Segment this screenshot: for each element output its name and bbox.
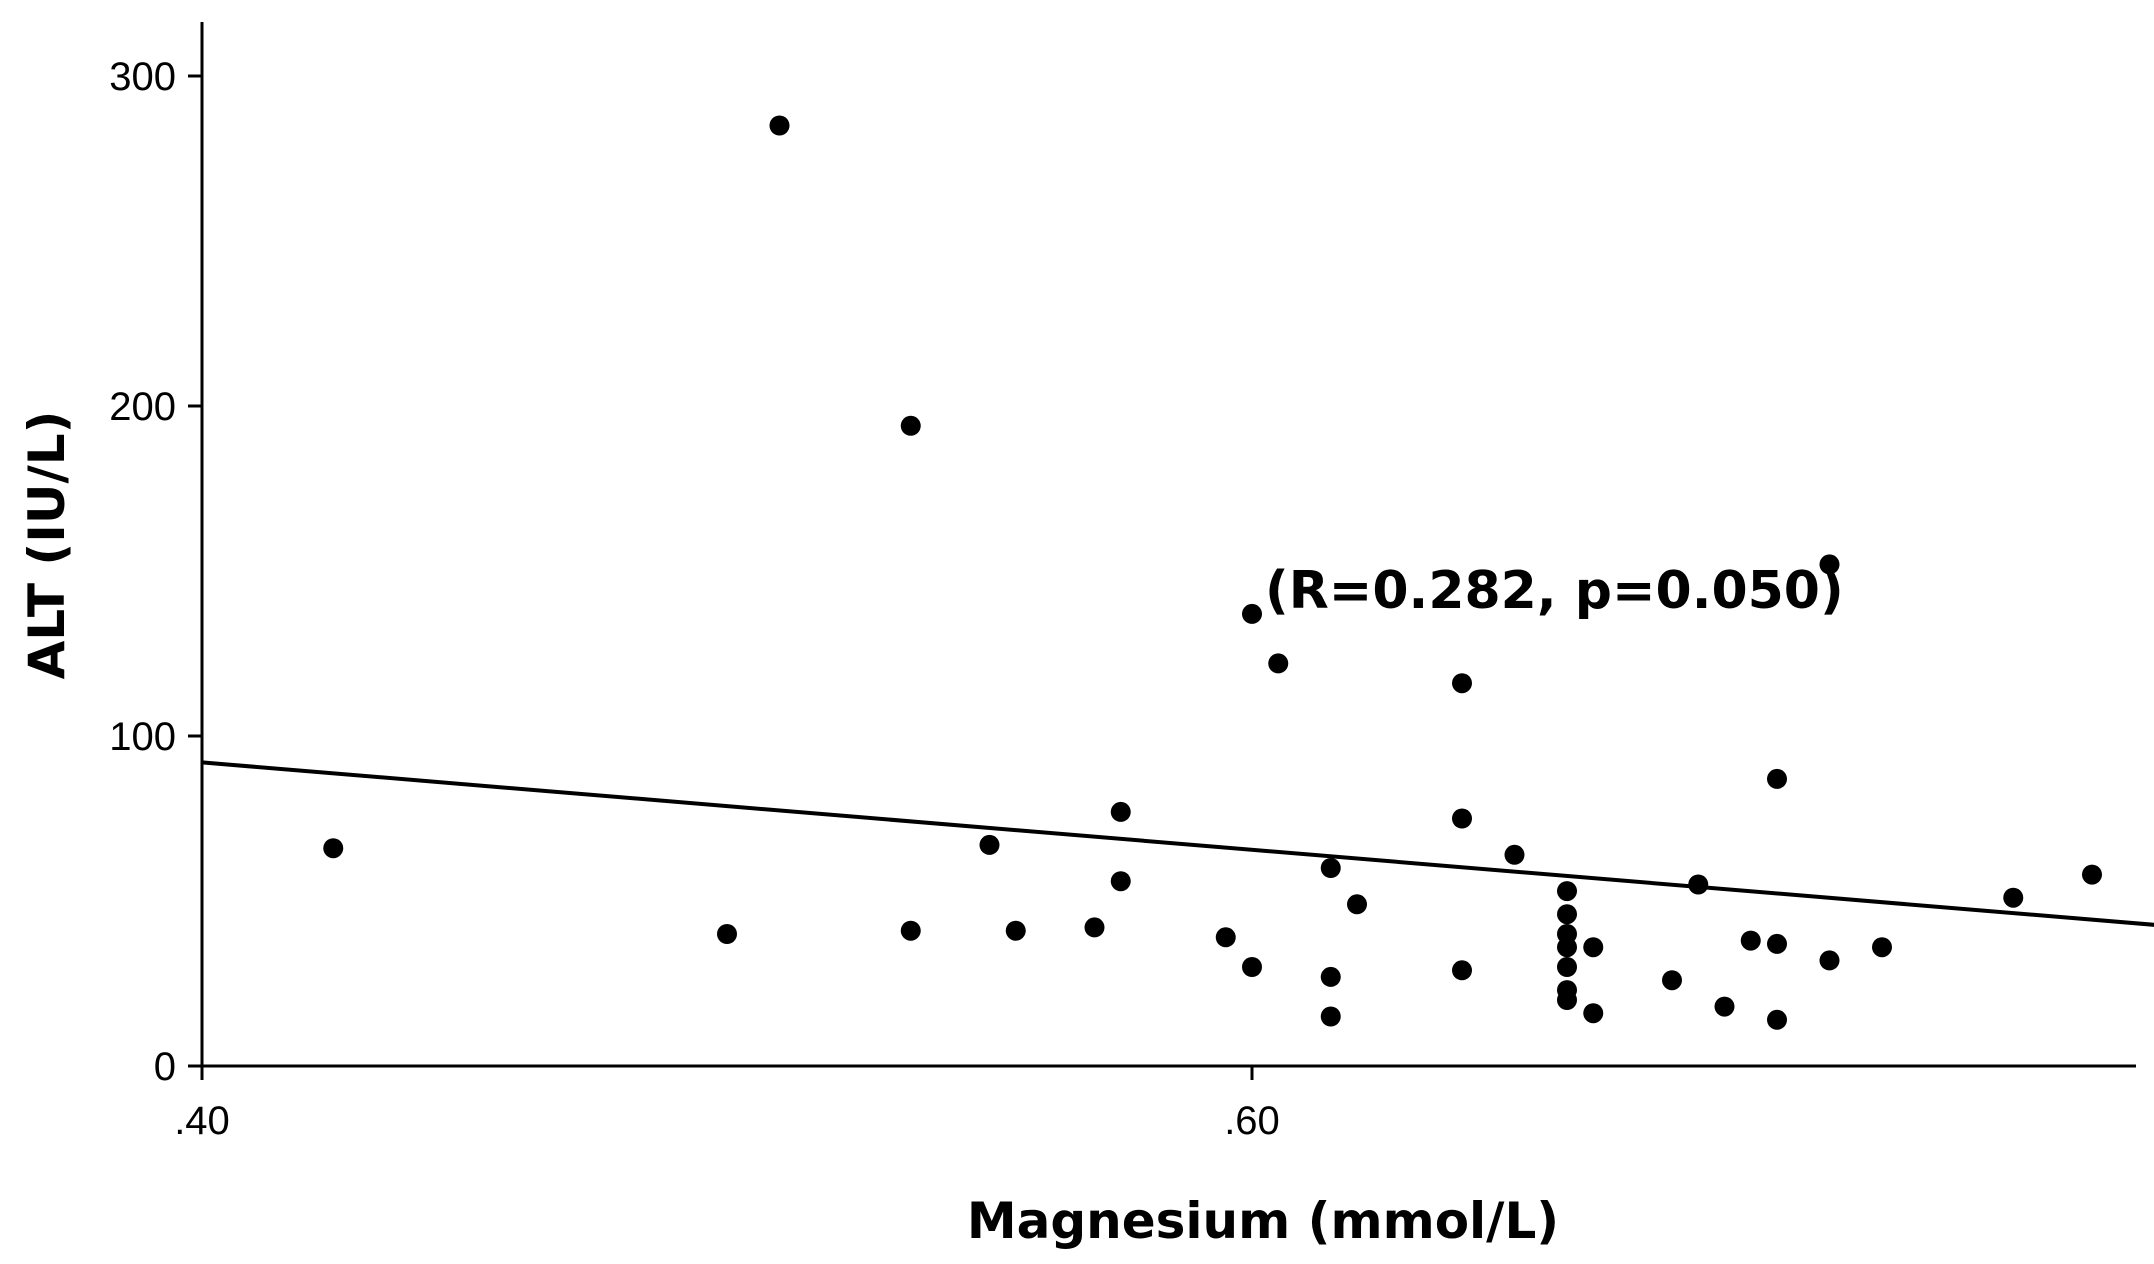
data-point bbox=[1005, 920, 1026, 941]
axes bbox=[200, 22, 2136, 1068]
data-point bbox=[1110, 801, 1131, 822]
data-point bbox=[717, 924, 737, 944]
data-point bbox=[1767, 933, 1787, 954]
data-point bbox=[769, 115, 790, 136]
data-point bbox=[1504, 844, 1525, 865]
data-point bbox=[1740, 930, 1761, 951]
data-point bbox=[1268, 653, 1289, 674]
regression-line bbox=[201, 760, 2154, 927]
data-point bbox=[1320, 1006, 1341, 1027]
y-tick-label: 0 bbox=[154, 1045, 176, 1089]
y-axis-title: ALT (IU/L) bbox=[18, 411, 76, 680]
data-point bbox=[1452, 960, 1472, 981]
data-point bbox=[1557, 904, 1577, 925]
regression-line-group bbox=[201, 760, 2154, 927]
data-point bbox=[1767, 1009, 1787, 1030]
y-tick-label: 100 bbox=[109, 715, 176, 759]
data-point bbox=[1714, 996, 1735, 1017]
data-point bbox=[1819, 554, 1840, 575]
x-axis-title: Magnesium (mmol/L) bbox=[967, 1192, 1559, 1250]
data-point bbox=[1242, 957, 1262, 977]
data-point bbox=[900, 920, 921, 941]
data-point bbox=[1452, 673, 1472, 694]
data-point bbox=[1583, 937, 1604, 958]
x-tick-label: .60 bbox=[1224, 1099, 1280, 1143]
data-point bbox=[1557, 937, 1577, 958]
data-point bbox=[900, 415, 921, 436]
data-point bbox=[1872, 937, 1892, 958]
data-point bbox=[2082, 864, 2102, 885]
data-point bbox=[1320, 858, 1341, 878]
data-point bbox=[1557, 990, 1577, 1010]
data-point bbox=[1688, 874, 1709, 895]
data-point bbox=[1767, 768, 1787, 789]
data-point bbox=[1557, 957, 1577, 977]
data-point bbox=[1215, 927, 1236, 948]
data-point bbox=[1320, 966, 1341, 987]
correlation-annotation: (R=0.282, p=0.050) bbox=[1265, 561, 1844, 621]
data-point bbox=[323, 838, 344, 859]
data-point bbox=[1452, 808, 1472, 829]
data-point bbox=[1583, 1003, 1604, 1024]
ticks: .40.60.801.000100200300 bbox=[109, 55, 1280, 1143]
data-point bbox=[1662, 970, 1682, 991]
y-tick-label: 200 bbox=[109, 385, 176, 429]
data-point bbox=[1557, 881, 1577, 902]
data-point bbox=[1110, 871, 1131, 892]
data-point bbox=[2003, 887, 2024, 908]
x-tick-label: .40 bbox=[174, 1099, 230, 1143]
data-point bbox=[1084, 917, 1105, 938]
data-point bbox=[1242, 603, 1262, 624]
data-point bbox=[1819, 950, 1840, 971]
data-points bbox=[323, 115, 2102, 1030]
data-point bbox=[1347, 894, 1367, 915]
y-tick-label: 300 bbox=[109, 55, 176, 99]
data-point bbox=[979, 834, 1000, 855]
